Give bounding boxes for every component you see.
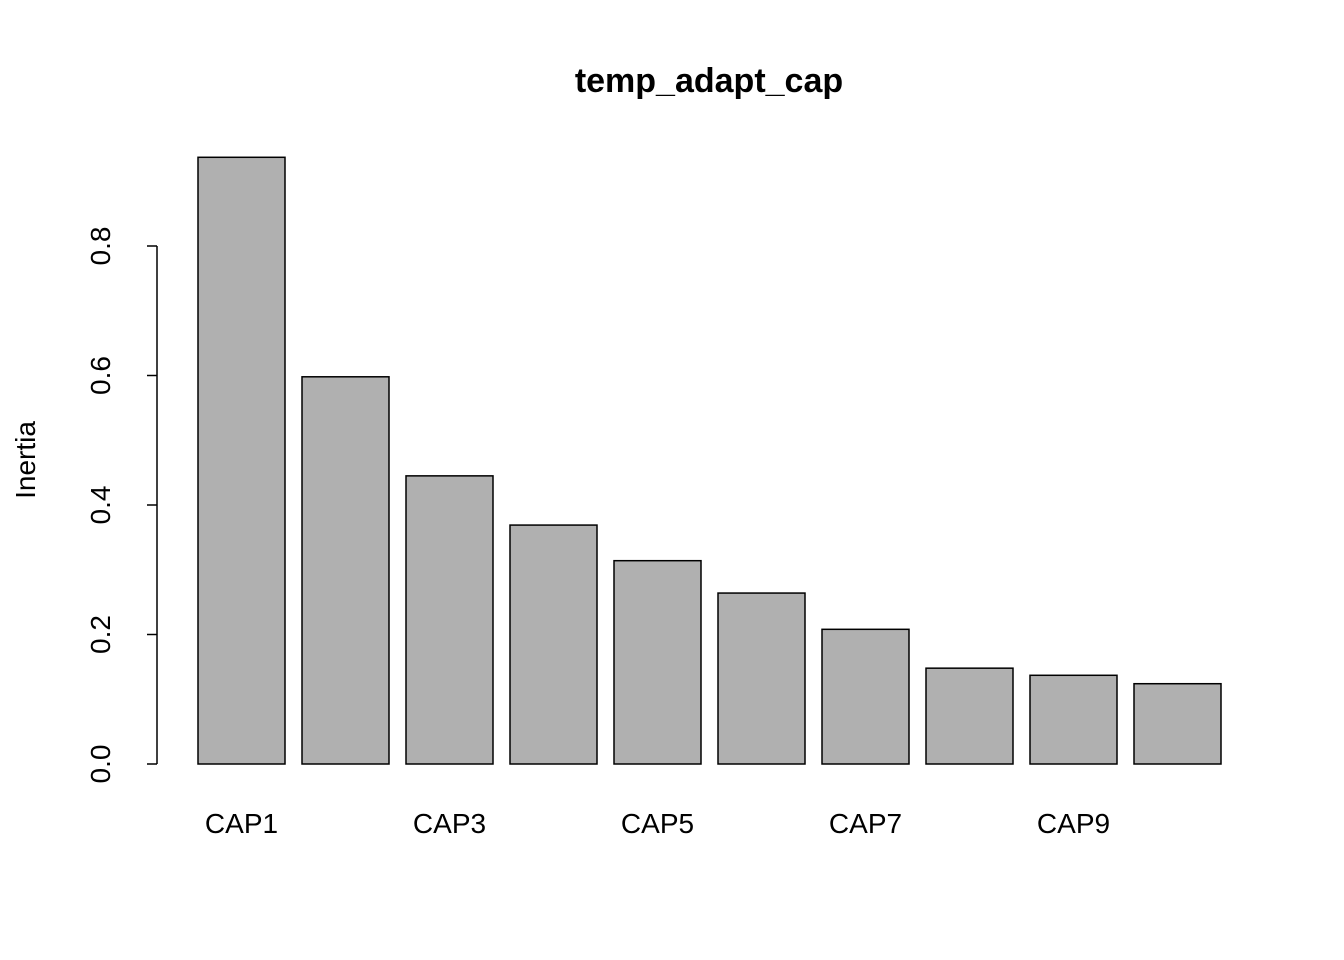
y-tick-label: 0.6 (85, 356, 116, 395)
bar (1029, 674, 1118, 765)
y-tick-label: 0.0 (85, 745, 116, 784)
chart-title: temp_adapt_cap (575, 62, 843, 100)
x-tick-label: CAP3 (413, 808, 486, 839)
bar (613, 559, 702, 765)
y-axis-label: Inertia (10, 421, 41, 499)
y-tick-label: 0.2 (85, 615, 116, 654)
x-tick-label: CAP9 (1037, 808, 1110, 839)
y-tick-label: 0.8 (85, 227, 116, 266)
bar (1133, 682, 1222, 765)
bar (301, 376, 390, 765)
y-tick-label: 0.4 (85, 486, 116, 525)
bar (197, 156, 286, 765)
bar (717, 592, 806, 765)
bar (509, 524, 598, 765)
bar (821, 628, 910, 765)
x-tick-label: CAP1 (205, 808, 278, 839)
bar (925, 667, 1014, 765)
bar (405, 475, 494, 765)
x-tick-label: CAP7 (829, 808, 902, 839)
x-tick-label: CAP5 (621, 808, 694, 839)
